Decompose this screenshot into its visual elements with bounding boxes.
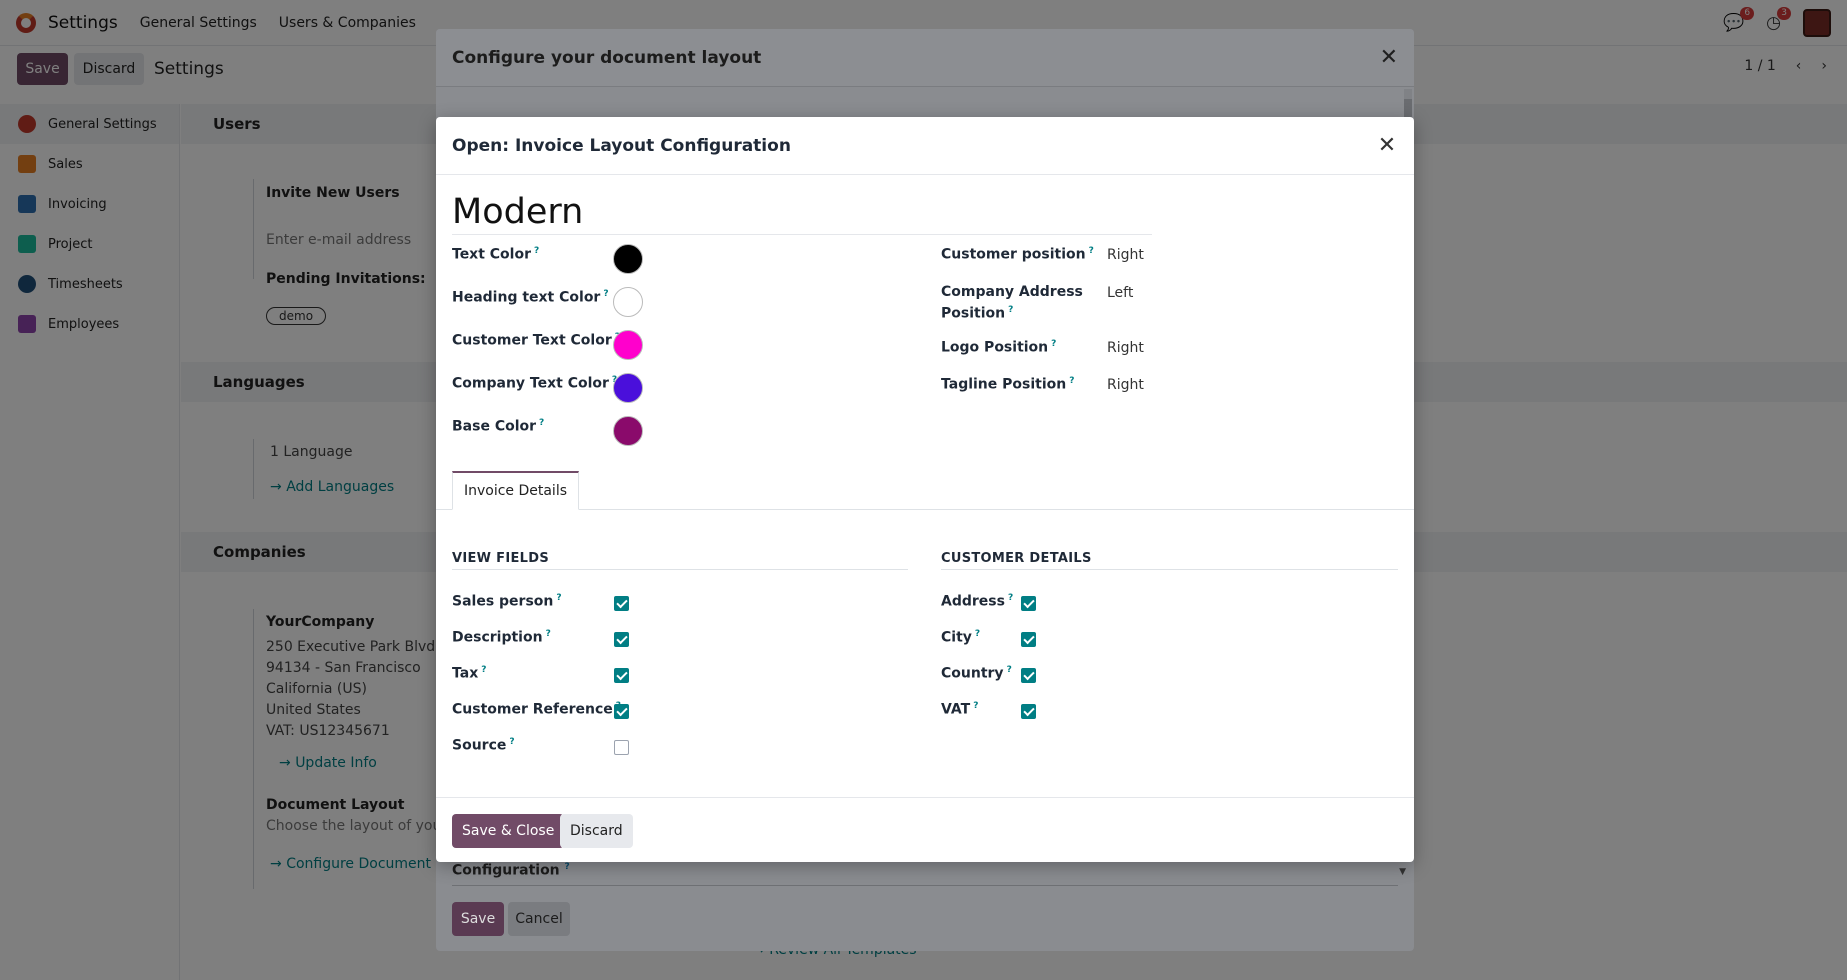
invoice-layout-dialog: Open: Invoice Layout Configuration ✕ Mod…	[436, 117, 1414, 862]
customer-text-color-label: Customer Text Color?	[452, 332, 620, 349]
sales-person-checkbox[interactable]	[614, 596, 629, 611]
text-color-label: Text Color?	[452, 246, 540, 263]
description-label: Description?	[452, 629, 551, 646]
dialog-footer: Save & Close Discard	[436, 797, 1414, 862]
company-text-color-label: Company Text Color?	[452, 375, 617, 392]
address-label: Address?	[941, 593, 1014, 610]
chevron-down-icon[interactable]: ▼	[1399, 867, 1406, 877]
help-icon: ?	[545, 629, 551, 639]
help-icon: ?	[1007, 593, 1014, 603]
company-address-position-label: Company Address	[941, 284, 1083, 300]
configuration-label: Configuration ?	[452, 862, 570, 879]
logo-position-value[interactable]: Right	[1107, 340, 1144, 356]
divider	[452, 569, 908, 570]
sales-person-label: Sales person?	[452, 593, 562, 610]
help-icon: ?	[974, 629, 981, 639]
base-color-swatch[interactable]	[613, 416, 643, 446]
record-name-field[interactable]: Modern	[452, 192, 1152, 235]
customer-details-title: CUSTOMER DETAILS	[941, 551, 1092, 566]
dialog-discard-button[interactable]: Discard	[560, 814, 633, 848]
help-icon: ?	[1006, 665, 1012, 675]
customer-reference-checkbox[interactable]	[614, 704, 629, 719]
dialog-title: Open: Invoice Layout Configuration	[452, 136, 791, 156]
close-icon[interactable]: ✕	[1379, 45, 1398, 70]
source-checkbox[interactable]	[614, 740, 629, 755]
heading-text-color-swatch[interactable]	[613, 287, 643, 317]
tagline-position-value[interactable]: Right	[1107, 377, 1144, 393]
city-checkbox[interactable]	[1021, 632, 1036, 647]
tagline-position-label: Tagline Position?	[941, 376, 1075, 393]
help-icon: ?	[1008, 305, 1014, 315]
dialog-scroll-thumb[interactable]	[1404, 99, 1412, 119]
tax-checkbox[interactable]	[614, 668, 629, 683]
country-checkbox[interactable]	[1021, 668, 1036, 683]
vat-checkbox[interactable]	[1021, 704, 1036, 719]
help-icon: ?	[509, 737, 515, 747]
customer-reference-label: Customer Reference?	[452, 701, 621, 718]
close-icon[interactable]: ✕	[1377, 132, 1397, 158]
customer-position-value[interactable]: Right	[1107, 247, 1144, 263]
tabs-divider	[436, 509, 1414, 510]
logo-position-label: Logo Position?	[941, 339, 1057, 356]
dialog-header: Open: Invoice Layout Configuration ✕	[436, 117, 1414, 175]
help-icon: ?	[603, 289, 609, 299]
country-label: Country?	[941, 665, 1012, 682]
divider	[941, 569, 1398, 570]
help-icon: ?	[564, 862, 570, 872]
save-close-button[interactable]: Save & Close	[452, 814, 565, 848]
heading-text-color-label: Heading text Color?	[452, 289, 609, 306]
view-fields-title: VIEW FIELDS	[452, 551, 549, 566]
configure-layout-title: Configure your document layout	[436, 29, 1414, 87]
tax-label: Tax?	[452, 665, 487, 682]
vat-label: VAT?	[941, 701, 979, 718]
help-icon: ?	[481, 665, 487, 675]
company-address-position-value[interactable]: Left	[1107, 285, 1134, 301]
company-address-position-label-2: Position?	[941, 305, 1014, 322]
customer-position-label: Customer position?	[941, 246, 1094, 263]
base-color-label: Base Color?	[452, 418, 545, 435]
customer-text-color-swatch[interactable]	[613, 330, 643, 360]
help-icon: ?	[1051, 339, 1057, 349]
help-icon: ?	[1088, 246, 1094, 256]
help-icon: ?	[534, 246, 540, 256]
company-text-color-swatch[interactable]	[613, 373, 643, 403]
address-checkbox[interactable]	[1021, 596, 1036, 611]
source-label: Source?	[452, 737, 515, 754]
back-save-button[interactable]: Save	[452, 902, 504, 936]
help-icon: ?	[556, 593, 562, 603]
help-icon: ?	[539, 418, 545, 428]
help-icon: ?	[1069, 376, 1075, 386]
city-label: City?	[941, 629, 981, 646]
divider	[452, 885, 1398, 886]
text-color-swatch[interactable]	[613, 244, 643, 274]
help-icon: ?	[973, 701, 979, 711]
tab-invoice-details[interactable]: Invoice Details	[452, 471, 579, 510]
back-cancel-button[interactable]: Cancel	[508, 902, 570, 936]
description-checkbox[interactable]	[614, 632, 629, 647]
